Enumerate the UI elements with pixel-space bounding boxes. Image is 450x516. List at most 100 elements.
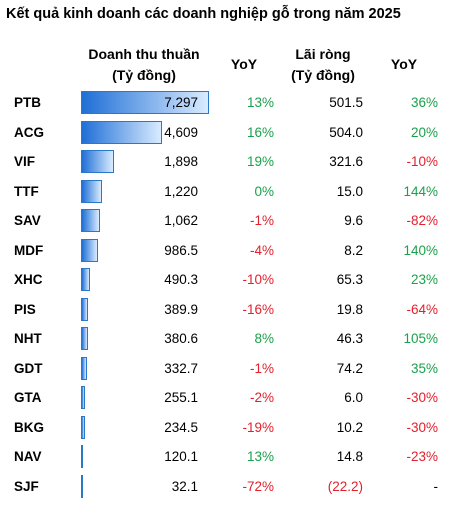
yoy-profit-header: YoY [390,56,418,72]
yoy-profit-value: 35% [410,360,438,376]
revenue-value: 1,898 [164,154,198,169]
table-row: VIF 1,898 19% 321.6 -10% [0,147,450,177]
revenue-header-line2: (Tỷ đồng) [112,67,176,83]
yoy-revenue-value: -1% [249,360,274,376]
revenue-bar [81,179,103,203]
revenue-value: 120.1 [164,449,198,464]
yoy-revenue-value: -10% [242,272,274,287]
yoy-profit-value: -23% [406,449,438,464]
yoy-revenue-value: -16% [242,301,274,317]
revenue-value: 4,609 [164,124,198,140]
yoy-revenue-value: 16% [246,124,274,140]
yoy-profit-value: 140% [403,242,438,258]
net-profit-value: 10.2 [336,419,363,435]
yoy-revenue-value: -2% [249,390,274,405]
yoy-revenue-value: 13% [246,449,274,464]
yoy-profit-value: -10% [406,154,438,169]
revenue-value: 380.6 [164,331,198,346]
ticker-label: GDT [14,360,43,376]
table-row: BKG 234.5 -19% 10.2 -30% [0,413,450,443]
yoy-revenue-value: -1% [249,213,274,228]
revenue-value: 1,062 [164,213,198,228]
revenue-value: 332.7 [164,360,198,376]
net-profit-value: 6.0 [344,390,363,405]
table-row: PTB 7,297 13% 501.5 36% [0,88,450,118]
net-profit-value: 9.6 [344,213,363,228]
revenue-header: Doanh thu thuần (Tỷ đồng) [78,44,210,86]
yoy-revenue-value: 13% [246,95,274,110]
net-profit-value: 15.0 [336,183,363,199]
ticker-label: ACG [14,124,44,140]
ticker-label: SAV [14,213,41,228]
revenue-bar [81,150,115,173]
ticker-label: BKG [14,419,44,435]
yoy-profit-value: 20% [410,124,438,140]
ticker-label: SJF [14,478,39,494]
net-profit-value: 19.8 [336,301,363,317]
net-profit-value: 65.3 [336,272,363,287]
revenue-value: 1,220 [164,183,198,199]
table-row: XHC 490.3 -10% 65.3 23% [0,265,450,295]
revenue-bar [81,386,86,409]
table-row: TTF 1,220 0% 15.0 144% [0,177,450,207]
table-row: GDT 332.7 -1% 74.2 35% [0,354,450,384]
ticker-label: PTB [14,95,41,110]
net-profit-header: Lãi ròng (Tỷ đồng) [278,44,368,86]
net-profit-header-line1: Lãi ròng [295,46,351,62]
net-profit-value: 504.0 [329,124,363,140]
table-row: MDF 986.5 -4% 8.2 140% [0,236,450,266]
revenue-value: 234.5 [164,419,198,435]
net-profit-header-line2: (Tỷ đồng) [291,67,355,83]
table-row: NAV 120.1 13% 14.8 -23% [0,442,450,472]
revenue-value: 389.9 [164,301,198,317]
yoy-profit-value: -30% [406,390,438,405]
yoy-profit-value: 36% [410,95,438,110]
revenue-header-line1: Doanh thu thuần [88,46,200,62]
net-profit-value: 321.6 [329,154,363,169]
revenue-bar [81,268,90,291]
yoy-revenue-value: -4% [249,242,274,258]
yoy-revenue-value: 19% [246,154,274,169]
yoy-profit-value: 23% [410,272,438,287]
revenue-bar [81,415,86,439]
revenue-bar [81,356,87,380]
revenue-value: 32.1 [171,478,198,494]
table-row: SAV 1,062 -1% 9.6 -82% [0,206,450,236]
ticker-label: VIF [14,154,36,169]
ticker-label: MDF [14,242,44,258]
yoy-profit-value: 105% [403,331,438,346]
chart-title: Kết quả kinh doanh các doanh nghiệp gỗ t… [6,6,401,22]
yoy-profit-value: 144% [403,183,438,199]
ticker-label: GTA [14,390,42,405]
yoy-revenue-value: -19% [242,419,274,435]
revenue-bar [81,120,162,144]
revenue-bar [81,209,100,232]
yoy-revenue-value: -72% [242,478,274,494]
revenue-bar [81,474,83,498]
table-row: SJF 32.1 -72% (22.2) - [0,472,450,502]
net-profit-value: 46.3 [336,331,363,346]
yoy-profit-value: -30% [406,419,438,435]
table-row: ACG 4,609 16% 504.0 20% [0,118,450,148]
revenue-value: 7,297 [164,95,198,110]
revenue-bar [81,297,88,321]
net-profit-value: (22.2) [327,478,363,494]
revenue-value: 490.3 [164,272,198,287]
ticker-label: NAV [14,449,42,464]
revenue-bar [81,327,88,350]
ticker-label: XHC [14,272,43,287]
yoy-profit-value: - [433,478,439,494]
table-row: PIS 389.9 -16% 19.8 -64% [0,295,450,325]
ticker-label: NHT [14,331,42,346]
revenue-bar [81,238,99,262]
ticker-label: PIS [14,301,36,317]
revenue-bar [81,91,209,114]
net-profit-value: 14.8 [336,449,363,464]
yoy-revenue-value: 0% [254,183,274,199]
yoy-revenue-value: 8% [254,331,274,346]
net-profit-value: 8.2 [344,242,363,258]
net-profit-value: 74.2 [336,360,363,376]
yoy-revenue-header: YoY [230,56,258,72]
revenue-bar [81,445,84,468]
table-row: GTA 255.1 -2% 6.0 -30% [0,383,450,413]
